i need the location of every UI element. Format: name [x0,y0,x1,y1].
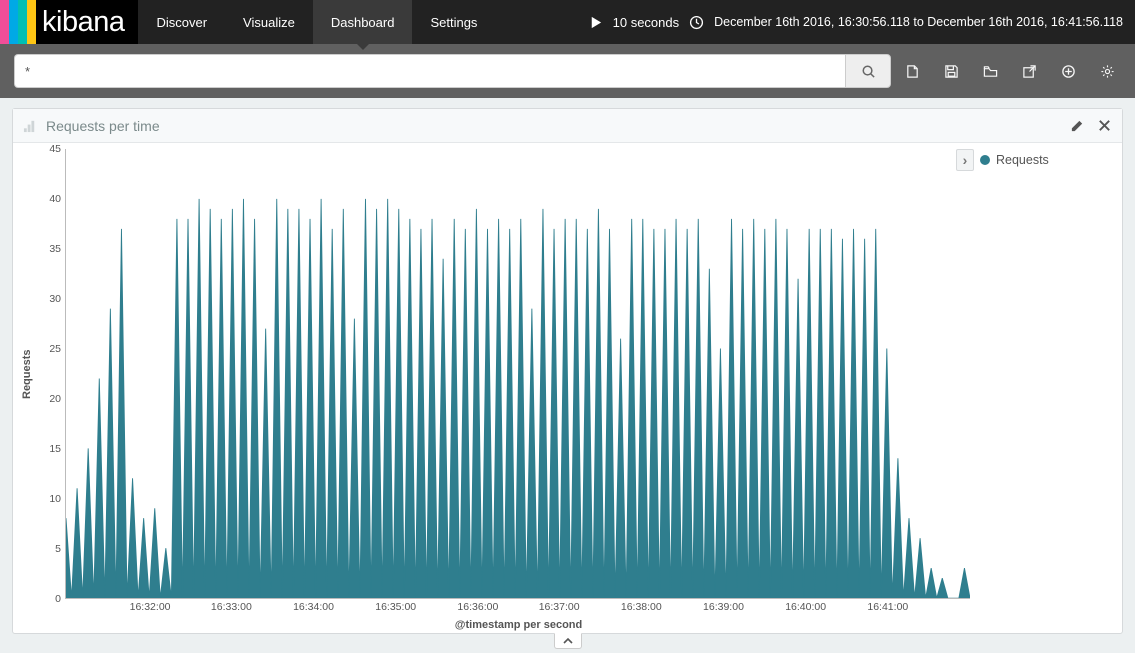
x-tick: 16:38:00 [621,601,662,613]
brand-text: kibana [36,0,124,44]
x-tick: 16:32:00 [130,601,171,613]
y-tick: 40 [49,193,61,205]
nav-tab-label: Settings [430,15,477,30]
x-axis-label: @timestamp per second [67,617,970,631]
brand: kibana [0,0,138,44]
search-wrap [14,54,891,88]
legend-swatch [980,155,990,165]
y-tick: 10 [49,493,61,505]
y-axis: 051015202530354045 [35,149,65,599]
x-tick: 16:34:00 [293,601,334,613]
nav-tab-settings[interactable]: Settings [412,0,495,44]
edit-icon[interactable] [1070,118,1085,133]
panel: Requests per time › Requests 0 5 10 15 20 25 3… [12,108,1123,634]
panel-area: Requests per time › Requests 0 5 10 15 20 25 3… [0,98,1135,653]
chart-plot[interactable] [65,149,970,599]
nav-right: 10 seconds December 16th 2016, 16:30:56.… [576,0,1135,44]
y-tick: 20 [49,393,61,405]
y-tick: 25 [49,343,61,355]
stripe-0 [0,0,9,44]
x-tick: 16:39:00 [703,601,744,613]
stripe-3 [27,0,36,44]
series-area [66,199,970,598]
panel-title: Requests per time [46,118,1070,134]
legend: Requests [970,149,1116,631]
new-dashboard-icon[interactable] [905,64,920,79]
x-tick: 16:33:00 [211,601,252,613]
y-axis-label: Requests [19,149,35,599]
stripe-1 [9,0,18,44]
y-tick: 5 [55,543,61,555]
time-range[interactable]: December 16th 2016, 16:30:56.118 to Dece… [714,15,1123,29]
clock-icon[interactable] [689,15,704,30]
y-tick: 35 [49,243,61,255]
nav-tab-label: Discover [156,15,207,30]
nav-tab-dashboard[interactable]: Dashboard [313,0,413,44]
panel-header: Requests per time [13,109,1122,143]
panel-actions [1070,118,1112,133]
x-tick: 16:35:00 [375,601,416,613]
nav-tab-label: Visualize [243,15,295,30]
legend-item[interactable]: Requests [980,153,1108,167]
refresh-interval[interactable]: 10 seconds [613,15,680,30]
sub-bar [0,44,1135,98]
share-icon[interactable] [1022,64,1037,79]
panel-body: › Requests 051015202530354045 16:32:0016… [13,143,1122,633]
chart: Requests 051015202530354045 16:32:0016:3… [19,149,970,631]
add-panel-icon[interactable] [1061,64,1076,79]
top-nav: kibana Discover Visualize Dashboard Sett… [0,0,1135,44]
search-input[interactable] [14,54,845,88]
panel-type-icon [23,118,38,133]
settings-gear-icon[interactable] [1100,64,1115,79]
y-tick: 0 [55,593,61,605]
y-tick: 30 [49,293,61,305]
nav-tab-label: Dashboard [331,15,395,30]
time-filter-expand-button[interactable] [554,633,582,649]
brand-stripes [0,0,36,44]
open-icon[interactable] [983,64,998,79]
nav-tab-visualize[interactable]: Visualize [225,0,313,44]
save-icon[interactable] [944,64,959,79]
search-button[interactable] [845,54,891,88]
toolbar-icons [905,64,1121,79]
x-tick: 16:36:00 [457,601,498,613]
nav-tabs: Discover Visualize Dashboard Settings [138,0,495,44]
legend-collapse-button[interactable]: › [956,149,974,171]
nav-tab-discover[interactable]: Discover [138,0,225,44]
x-axis: 16:32:00 16:33:00 16:34:00 16:35:00 16:36:00… [67,599,970,617]
y-tick: 15 [49,443,61,455]
remove-icon[interactable] [1097,118,1112,133]
x-tick: 16:37:00 [539,601,580,613]
legend-label: Requests [996,153,1049,167]
y-tick: 45 [49,143,61,155]
x-tick: 16:40:00 [785,601,826,613]
x-tick: 16:41:00 [867,601,908,613]
play-icon[interactable] [588,15,603,30]
stripe-2 [18,0,27,44]
